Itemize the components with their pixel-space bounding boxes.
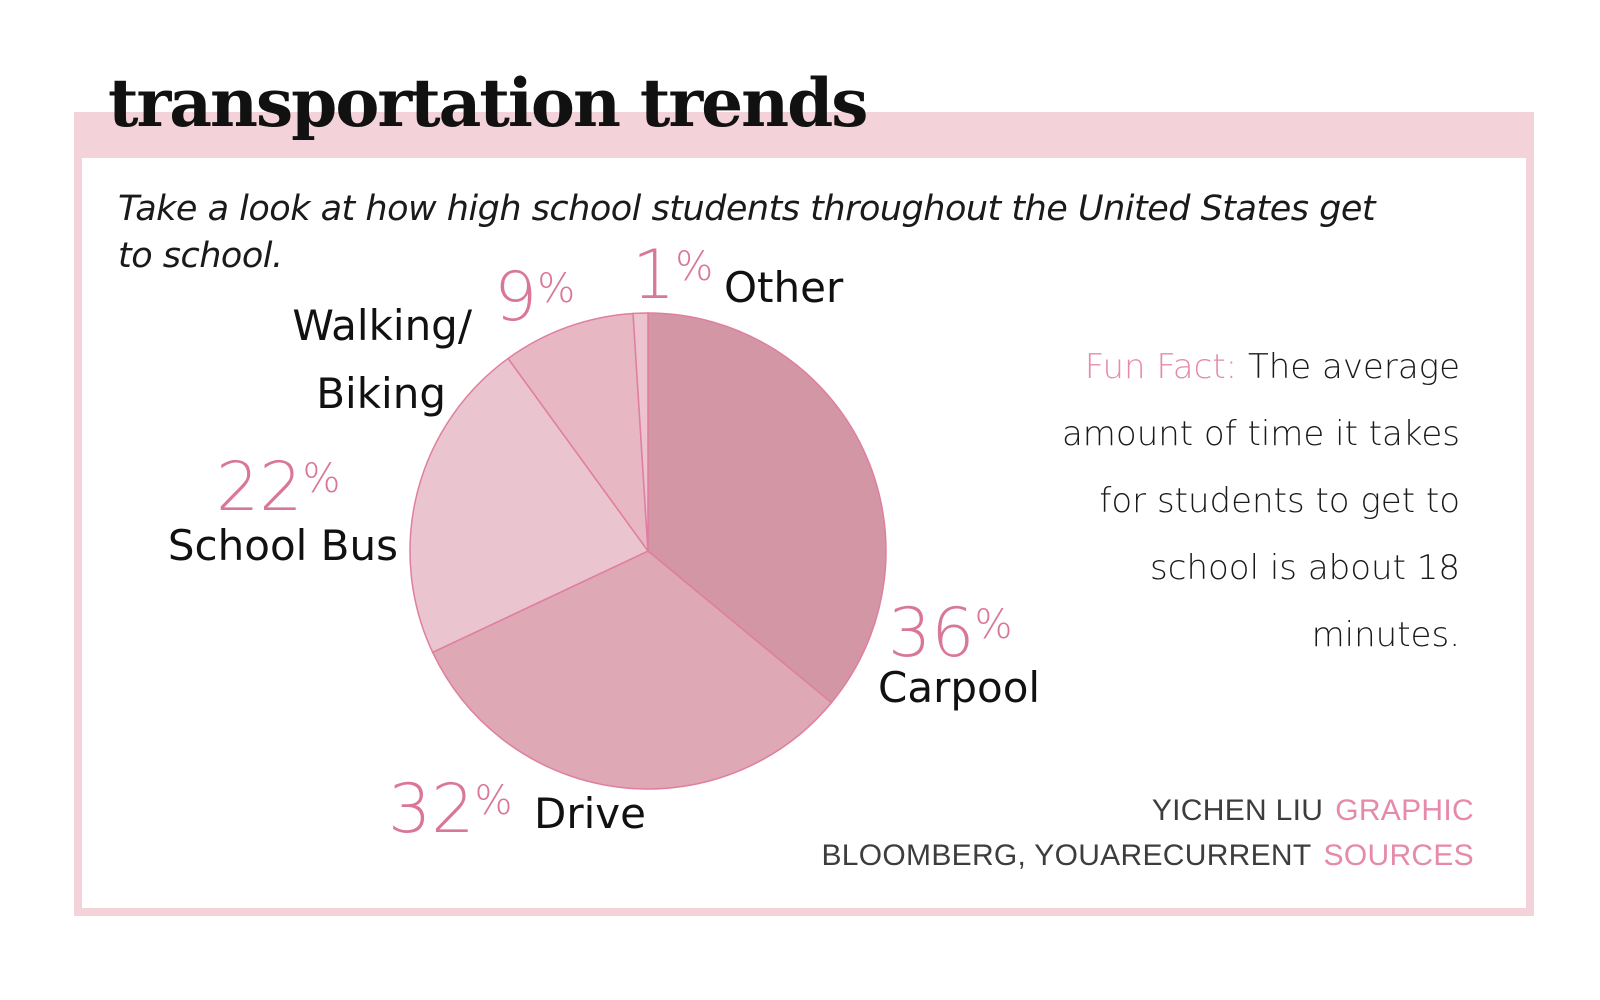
- pct-value-school-bus: 22: [216, 448, 303, 527]
- pie-slice-walking-biking: [507, 312, 649, 554]
- credit-graphic-name: YICHEN LIU: [1151, 794, 1324, 827]
- pct-value-walking-biking: 9: [494, 258, 537, 337]
- pct-value-drive: 32: [388, 770, 475, 849]
- credit-graphic-role: GRAPHIC: [1335, 794, 1474, 827]
- pct-label-other: 1%: [632, 236, 713, 315]
- pct-label-school-bus: 22%: [216, 448, 341, 527]
- pct-value-other: 1: [632, 236, 675, 315]
- pie-slice-school-bus: [409, 357, 650, 654]
- slice-label-walking-biking-line-1: Walking/: [292, 301, 473, 350]
- fun-fact-label: Fun Fact:: [1084, 347, 1238, 387]
- slice-label-carpool: Carpool: [878, 663, 1040, 712]
- slice-label-drive: Drive: [534, 789, 646, 838]
- pie-slice-other: [632, 312, 649, 552]
- credit-sources-role: SOURCES: [1323, 839, 1474, 872]
- pie-slice-carpool: [647, 312, 887, 704]
- fun-fact-text: The average amount of time it takes for …: [1061, 347, 1460, 655]
- pct-sign-walking-biking: %: [537, 266, 575, 312]
- pie-slices: [409, 312, 887, 790]
- pct-label-drive: 32%: [388, 770, 513, 849]
- chart-subtitle: Take a look at how high school students …: [118, 189, 1376, 276]
- credit-sources: BLOOMBERG, YOUARECURRENT SOURCES: [821, 839, 1474, 873]
- slice-label-school-bus: School Bus: [168, 521, 398, 570]
- pct-sign-school-bus: %: [303, 456, 341, 502]
- pct-label-carpool: 36%: [888, 594, 1013, 673]
- credit-sources-name: BLOOMBERG, YOUARECURRENT: [821, 839, 1312, 872]
- pct-sign-other: %: [675, 244, 713, 290]
- fun-fact: Fun Fact: The average amount of time it …: [1020, 334, 1460, 669]
- chart-frame: [74, 112, 1534, 916]
- slice-label-other: Other: [724, 263, 844, 312]
- pct-label-walking-biking: 9%: [494, 258, 575, 337]
- chart-title: transportation trends: [108, 64, 868, 142]
- slice-label-walking-biking-line-2: Biking: [316, 369, 446, 418]
- pct-value-carpool: 36: [888, 594, 975, 673]
- pct-sign-drive: %: [475, 778, 513, 824]
- credit-graphic: YICHEN LIU GRAPHIC: [1152, 794, 1474, 828]
- pct-sign-carpool: %: [975, 602, 1013, 648]
- pie-slice-drive: [431, 550, 833, 790]
- slice-label-other-line-1: Other: [724, 263, 844, 312]
